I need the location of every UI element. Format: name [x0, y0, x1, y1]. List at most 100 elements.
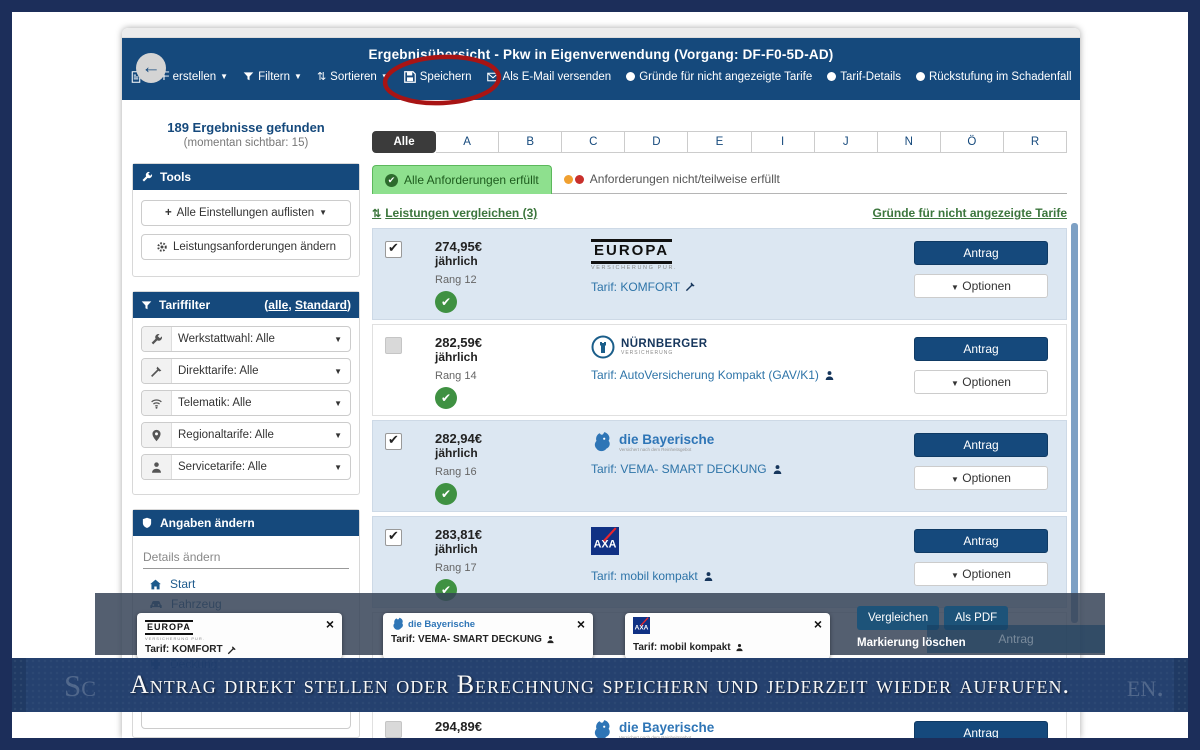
- chevron-down-icon: ▼: [334, 367, 342, 376]
- filter-werkstattwahl[interactable]: Werkstattwahl: Alle ▼: [141, 326, 351, 352]
- optionen-button[interactable]: ▼ Optionen: [914, 370, 1048, 394]
- check-circle-icon: ✔: [435, 291, 457, 313]
- list-all-settings-label: Alle Einstellungen auflisten: [176, 207, 315, 219]
- filter-telematik[interactable]: Telematik: Alle ▼: [141, 390, 351, 416]
- clear-selection-link[interactable]: Markierung löschen: [857, 637, 966, 649]
- vergleichen-button[interactable]: Vergleichen: [857, 606, 940, 630]
- hidden-tariffs-link[interactable]: Gründe für nicht angezeigte Tarife: [872, 206, 1067, 220]
- filter-regionaltarife[interactable]: Regionaltarife: Alle ▼: [141, 422, 351, 448]
- filter-standard-link[interactable]: Standard: [294, 298, 347, 312]
- close-icon[interactable]: ×: [325, 616, 334, 632]
- chevron-down-icon: ▼: [380, 71, 389, 81]
- antrag-button[interactable]: Antrag: [914, 433, 1048, 457]
- chevron-down-icon: ▼: [951, 571, 959, 580]
- letter-tab[interactable]: B: [499, 131, 563, 153]
- close-icon[interactable]: ×: [813, 616, 822, 632]
- price: 282,59€: [435, 335, 482, 350]
- tab-requirements-fulfilled[interactable]: ✔ Alle Anforderungen erfüllt: [372, 165, 552, 194]
- filter-all-link[interactable]: alle: [268, 298, 289, 312]
- rank: Rang 17: [435, 562, 477, 574]
- requirement-tab-bar: ✔ Alle Anforderungen erfüllt Anforderung…: [372, 165, 1067, 194]
- letter-tab[interactable]: C: [562, 131, 626, 153]
- compare-benefits-link[interactable]: ⇅ Leistungen vergleichen (3): [372, 206, 538, 220]
- list-all-settings-button[interactable]: + Alle Einstellungen auflisten ▼: [141, 200, 351, 226]
- back-button[interactable]: ←: [136, 53, 166, 83]
- row-checkbox[interactable]: [385, 433, 402, 450]
- sort-arrows-icon: ⇅: [372, 207, 382, 220]
- angaben-panel-header: Angaben ändern: [133, 510, 359, 536]
- letter-tab[interactable]: E: [688, 131, 752, 153]
- row-checkbox[interactable]: [385, 337, 402, 354]
- wifi-icon: [142, 391, 172, 415]
- optionen-button[interactable]: ▼ Optionen: [914, 466, 1048, 490]
- filter-menu[interactable]: Filtern ▼: [243, 71, 302, 83]
- sidebar-item-start[interactable]: Start: [149, 577, 351, 591]
- axa-logo: AXA: [633, 617, 650, 639]
- tab-requirements-not-fulfilled[interactable]: Anforderungen nicht/teilweise erfüllt: [552, 165, 792, 193]
- letter-tab[interactable]: Ö: [940, 131, 1004, 153]
- chevron-down-icon: ▼: [294, 71, 302, 81]
- letter-tab-bar: Alle A B C D E I J N Ö R: [372, 131, 1068, 153]
- optionen-button[interactable]: ▼ Optionen: [914, 562, 1048, 586]
- save-button[interactable]: Speichern: [382, 54, 501, 105]
- downgrade-button[interactable]: Rückstufung im Schadenfall: [915, 70, 1072, 83]
- selected-tariff-card: EUROPA VERSICHERUNG PUR. × Tarif: KOMFOR…: [137, 613, 342, 659]
- europa-logo: EUROPA VERSICHERUNG PUR.: [145, 620, 205, 642]
- optionen-button[interactable]: ▼ Optionen: [914, 274, 1048, 298]
- email-send-button[interactable]: Als E-Mail versenden: [486, 71, 611, 83]
- tariff-link[interactable]: Tarif: AutoVersicherung Kompakt (GAV/K1): [591, 368, 835, 382]
- letter-tab[interactable]: R: [1003, 131, 1068, 153]
- chevron-down-icon: ▼: [334, 335, 342, 344]
- tools-panel: Tools + Alle Einstellungen auflisten ▼ L…: [132, 163, 360, 277]
- row-checkbox[interactable]: [385, 529, 402, 546]
- billing-period: jährlich: [435, 542, 478, 556]
- hidden-tariff-reasons-label: Gründe für nicht angezeigte Tarife: [639, 70, 813, 83]
- change-requirements-button[interactable]: Leistungsanforderungen ändern: [141, 234, 351, 260]
- scrollbar[interactable]: [1071, 223, 1078, 623]
- antrag-button[interactable]: Antrag: [914, 241, 1048, 265]
- tariff-link[interactable]: Tarif: VEMA- SMART DECKUNG: [591, 462, 783, 476]
- funnel-icon: [141, 300, 152, 309]
- filter-direkttarife[interactable]: Direkttarife: Alle ▼: [141, 358, 351, 384]
- person-icon: [736, 643, 743, 652]
- dot-icon: [827, 72, 837, 81]
- antrag-button[interactable]: Antrag: [914, 721, 1048, 738]
- hidden-tariff-reasons-button[interactable]: Gründe für nicht angezeigte Tarife: [626, 71, 812, 83]
- plus-icon: +: [164, 207, 172, 219]
- rank: Rang 14: [435, 370, 477, 382]
- tariff-details-button[interactable]: Tarif-Details: [827, 71, 901, 83]
- banner-text: Antrag direkt stellen oder Berechnung sp…: [129, 670, 1071, 699]
- tower-icon: [591, 335, 615, 359]
- antrag-button[interactable]: Antrag: [914, 337, 1048, 361]
- letter-tab[interactable]: A: [436, 131, 500, 153]
- person-icon: [704, 571, 712, 581]
- selection-overlay-bar: EUROPA VERSICHERUNG PUR. × Tarif: KOMFOR…: [95, 593, 1105, 659]
- tools-title: Tools: [160, 170, 192, 184]
- nuernberger-logo: NÜRNBERGER VERSICHERUNG: [591, 335, 835, 359]
- filter-servicetarife[interactable]: Servicetarife: Alle ▼: [141, 454, 351, 480]
- antrag-button[interactable]: Antrag: [914, 529, 1048, 553]
- tariff-link[interactable]: Tarif: mobil kompakt: [591, 569, 714, 583]
- letter-tab[interactable]: N: [877, 131, 941, 153]
- sort-menu[interactable]: ⇅ Sortieren ▼: [317, 70, 389, 84]
- letter-tab[interactable]: I: [751, 131, 815, 153]
- dot-icon: [626, 72, 636, 81]
- window-top-strip: [122, 28, 1080, 38]
- letter-tab-alle[interactable]: Alle: [372, 131, 437, 153]
- chevron-down-icon: ▼: [334, 431, 342, 440]
- row-checkbox[interactable]: [385, 241, 402, 258]
- shield-icon: [142, 517, 152, 529]
- row-checkbox[interactable]: [385, 721, 402, 738]
- svg-text:AXA: AXA: [594, 538, 617, 550]
- close-icon[interactable]: ×: [576, 616, 585, 632]
- angaben-title: Angaben ändern: [160, 516, 255, 530]
- floppy-disk-icon: [403, 70, 416, 83]
- tariff-link[interactable]: Tarif: KOMFORT: [591, 280, 696, 294]
- bayerische-logo: die Bayerische Versichert nach dem Reinh…: [591, 719, 714, 738]
- tariffilter-title: Tariffilter: [159, 298, 211, 312]
- downgrade-label: Rückstufung im Schadenfall: [928, 70, 1072, 83]
- antrag-button-ghost: Antrag: [927, 625, 1105, 653]
- letter-tab[interactable]: D: [625, 131, 689, 153]
- letter-tab[interactable]: J: [814, 131, 878, 153]
